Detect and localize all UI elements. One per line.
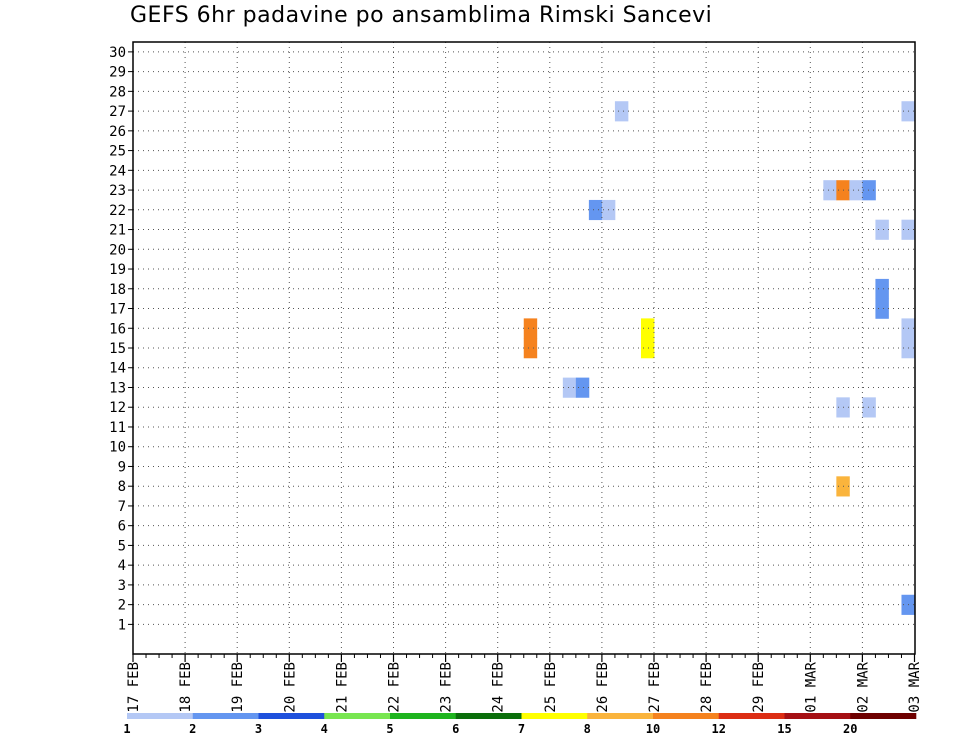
- y-tick-label: 20: [109, 242, 126, 258]
- y-tick-label: 11: [109, 420, 126, 436]
- y-tick-label: 26: [109, 124, 126, 140]
- colorbar-swatch: [850, 713, 917, 719]
- y-tick-label: 18: [109, 282, 126, 298]
- x-tick-label: 22 FEB: [387, 662, 403, 713]
- y-tick-label: 4: [118, 558, 126, 574]
- cells-layer: [523, 101, 916, 615]
- heatmap-cell: [849, 180, 863, 201]
- y-tick-label: 1: [118, 617, 126, 633]
- y-tick-label: 28: [109, 84, 126, 100]
- x-tick-label: 03 MAR: [907, 661, 923, 712]
- colorbar-label: 3: [255, 722, 262, 736]
- y-tick-label: 23: [109, 183, 126, 199]
- colorbar-swatch: [587, 713, 654, 719]
- heatmap-cell: [575, 377, 590, 398]
- y-tick-label: 19: [109, 262, 126, 278]
- heatmap-cell: [862, 180, 876, 201]
- y-tick-label: 12: [109, 400, 126, 416]
- heatmap-cell: [523, 338, 538, 359]
- colorbar-swatch: [455, 713, 522, 719]
- colorbar-swatch: [127, 713, 194, 719]
- colorbar-swatch: [192, 713, 259, 719]
- x-tick-label: 18 FEB: [178, 662, 194, 713]
- x-tick-label: 27 FEB: [647, 662, 663, 713]
- colorbar-swatch: [784, 713, 851, 719]
- y-tick-label: 30: [109, 45, 126, 61]
- heatmap-cell: [523, 318, 538, 339]
- colorbar-label: 2: [189, 722, 196, 736]
- colorbar-label: 7: [518, 722, 525, 736]
- heatmap-cell: [640, 318, 655, 339]
- y-tick-label: 16: [109, 321, 126, 337]
- x-tick-label: 23 FEB: [439, 662, 455, 713]
- colorbar-swatch: [258, 713, 325, 719]
- colorbar-label: 5: [386, 722, 393, 736]
- y-tick-label: 25: [109, 144, 126, 160]
- x-tick-label: 28 FEB: [699, 662, 715, 713]
- colorbar-swatch: [324, 713, 391, 719]
- y-tick-label: 22: [109, 203, 126, 219]
- y-tick-label: 17: [109, 302, 126, 318]
- heatmap-cell: [614, 101, 629, 122]
- y-tick-label: 5: [118, 538, 126, 554]
- x-tick-label: 29 FEB: [751, 662, 767, 713]
- colorbar-label: 12: [712, 722, 726, 736]
- heatmap-cell: [588, 199, 603, 221]
- heatmap-cell: [562, 377, 577, 398]
- y-tick-label: 8: [118, 479, 126, 495]
- grid-layer: [133, 42, 915, 654]
- y-tick-label: 9: [118, 459, 126, 475]
- y-tick-label: 2: [118, 598, 126, 614]
- heatmap-cell: [875, 298, 889, 319]
- heatmap-cell: [862, 397, 876, 418]
- y-tick-label: 27: [109, 104, 126, 120]
- colorbar-label: 20: [843, 722, 857, 736]
- y-tick-label: 29: [109, 65, 126, 81]
- colorbar-label: 6: [452, 722, 459, 736]
- y-tick-label: 15: [109, 341, 126, 357]
- colorbar-swatch: [718, 713, 785, 719]
- x-tick-label: 02 MAR: [855, 661, 871, 712]
- colorbar-swatch: [390, 713, 457, 719]
- x-tick-label: 21 FEB: [334, 662, 350, 713]
- heatmap-cell: [875, 278, 889, 300]
- x-tick-label: 20 FEB: [282, 662, 298, 713]
- x-tick-label: 24 FEB: [491, 662, 507, 713]
- x-tick-label: 01 MAR: [803, 661, 819, 712]
- x-tick-label: 26 FEB: [595, 662, 611, 713]
- y-tick-label: 13: [109, 380, 126, 396]
- chart-title: GEFS 6hr padavine po ansamblima Rimski S…: [130, 3, 713, 28]
- y-tick-label: 7: [118, 499, 126, 515]
- colorbar-swatch: [521, 713, 588, 719]
- colorbar-swatch: [653, 713, 720, 719]
- colorbar-label: 10: [646, 722, 660, 736]
- x-tick-label: 17 FEB: [126, 662, 142, 713]
- x-tick-label: 25 FEB: [543, 662, 559, 713]
- axis-layer: 1234567891011121314151617181920212223242…: [109, 41, 923, 713]
- y-tick-label: 10: [109, 440, 126, 456]
- y-tick-label: 24: [109, 163, 126, 179]
- y-tick-label: 21: [109, 223, 126, 239]
- heatmap-cell: [875, 219, 889, 240]
- y-tick-label: 3: [118, 578, 126, 594]
- colorbar-label: 4: [321, 722, 328, 736]
- colorbar: 1 2 3 4 5 6 7 8 10 12 15 20: [123, 713, 917, 736]
- y-tick-label: 6: [118, 519, 126, 535]
- y-tick-label: 14: [109, 361, 126, 377]
- colorbar-label: 8: [584, 722, 591, 736]
- heatmap-cell: [640, 338, 655, 359]
- x-tick-label: 19 FEB: [230, 662, 246, 713]
- colorbar-label: 15: [777, 722, 791, 736]
- heatmap-cell: [823, 180, 837, 201]
- colorbar-label: 1: [123, 722, 130, 736]
